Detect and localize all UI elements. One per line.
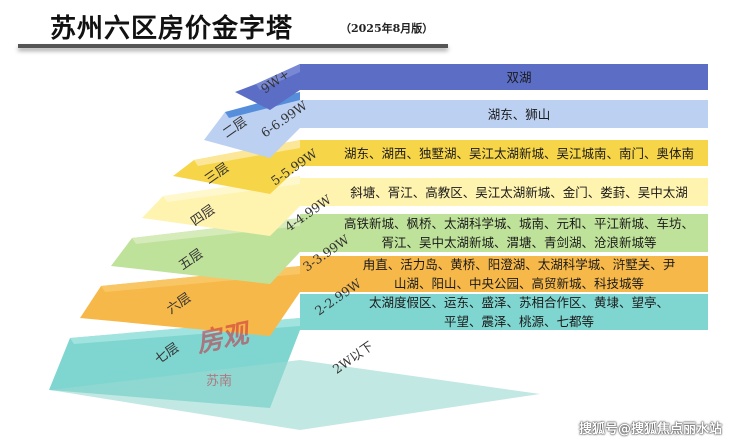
tier-areas-4: 斜塘、胥江、高教区、吴江太湖新城、金门、娄葑、吴中太湖: [350, 184, 688, 200]
source-credit: 搜狐号@搜狐焦点丽水站: [578, 422, 722, 437]
tier-band-7: [300, 294, 708, 330]
tier-band-5: [300, 214, 708, 252]
page-title: 苏州六区房价金字塔: [50, 14, 294, 44]
header: 苏州六区房价金字塔 （2025年8月版）: [0, 0, 740, 60]
tier-areas-3: 湖东、湖西、独墅湖、吴江太湖新城、吴江城南、南门、奥体南: [343, 145, 694, 161]
tier-areas-6: 甪直、活力岛、黄桥、阳澄湖、太湖科学城、浒墅关、尹 山湖、阳山、中央公园、高贸新…: [362, 257, 676, 291]
watermark-subtext: 苏南: [206, 374, 233, 389]
tier-face-2: [204, 92, 300, 158]
tier-band-3: [300, 140, 708, 166]
edition-label: （2025年8月版）: [340, 22, 434, 35]
tier-areas-7: 太湖度假区、运东、盛泽、苏相合作区、黄埭、望亭、 平望、震泽、桃源、七都等: [368, 295, 669, 329]
tier-top-1: [256, 64, 300, 90]
tier-band-2: [300, 100, 708, 128]
tier-band-6: [300, 256, 708, 292]
pyramid-base: [50, 360, 540, 430]
tier-areas-5: 高铁新城、枫桥、太湖科学城、城南、元和、平江新城、车坊、 胥江、吴中太湖新城、渭…: [343, 216, 694, 250]
tier-areas-2: 湖东、狮山: [487, 106, 551, 122]
tier-areas-1: 双湖: [506, 69, 532, 85]
tier-band-4: [300, 178, 708, 206]
tier-face-5: [111, 218, 300, 284]
title-underline: [18, 44, 448, 48]
tier-band-1: [300, 64, 708, 90]
